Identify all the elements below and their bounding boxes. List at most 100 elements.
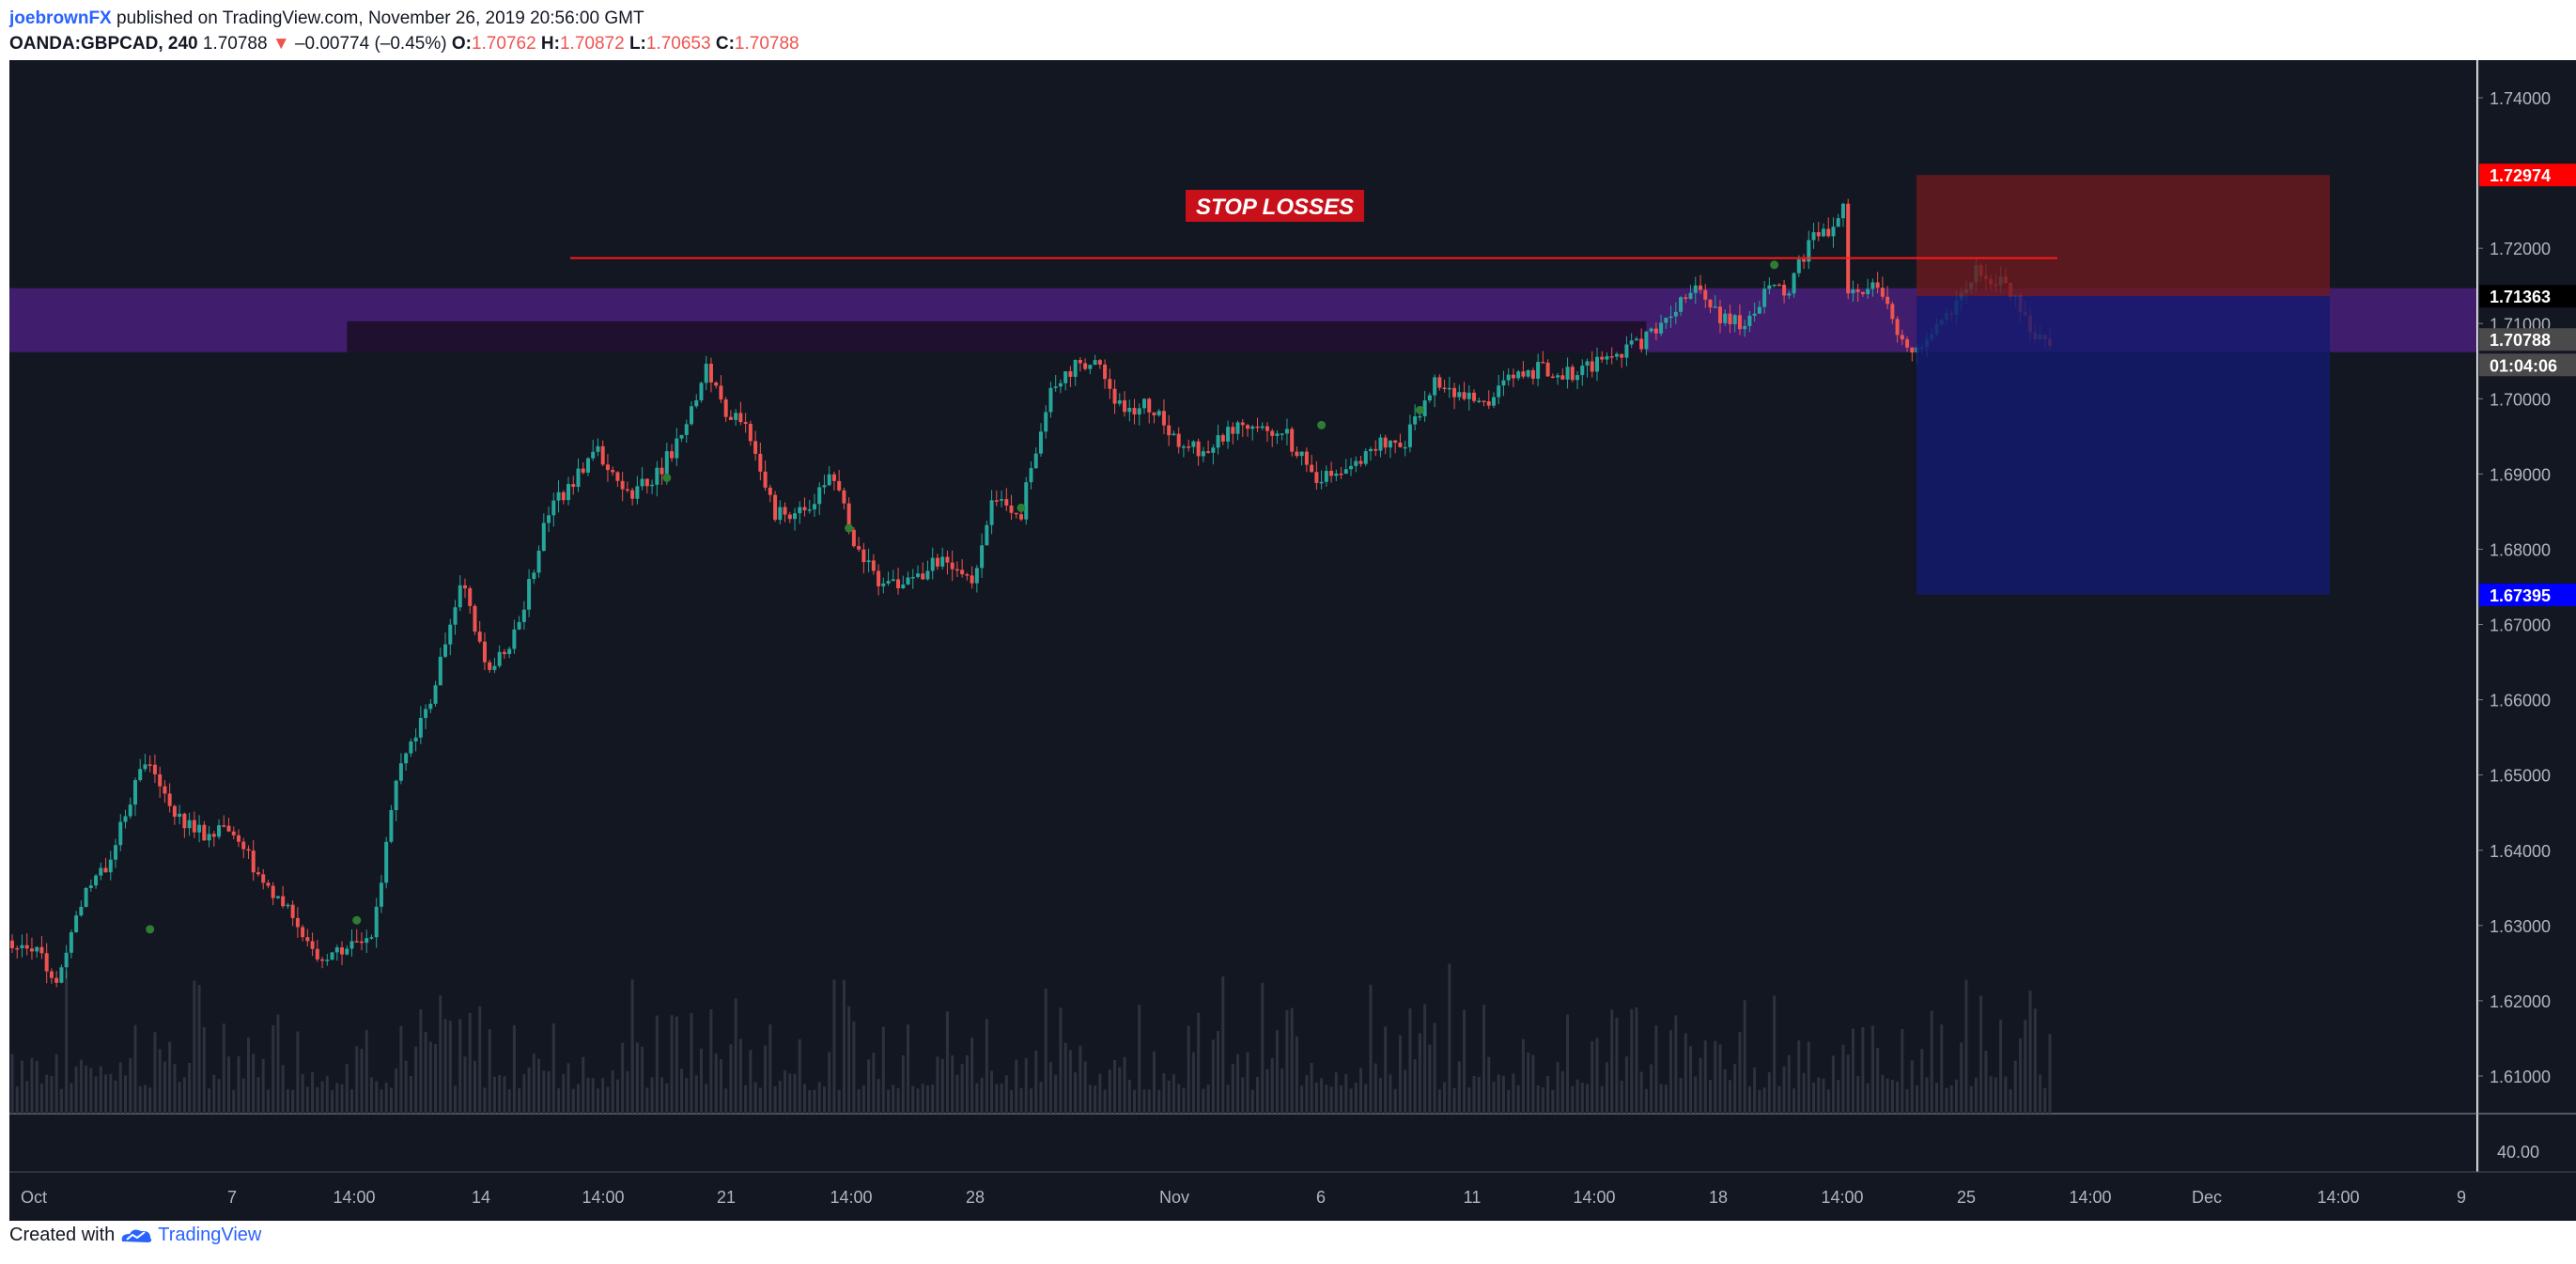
volume-bar xyxy=(1979,995,1983,1114)
volume-bar xyxy=(138,1085,142,1114)
volume-bar xyxy=(94,1076,98,1114)
candle-body xyxy=(1246,425,1250,429)
candle-body xyxy=(970,575,974,584)
volume-bar xyxy=(1226,1085,1230,1114)
volume-bar xyxy=(340,1084,344,1114)
candle-body xyxy=(404,753,409,764)
symbol-name[interactable]: OANDA:GBPCAD, 240 xyxy=(9,34,198,54)
price-label: 1.72974 xyxy=(2490,166,2551,185)
price-chart[interactable]: STOP LOSSES1.740001.720001.710001.700001… xyxy=(0,0,2576,1222)
volume-bar xyxy=(1802,1072,1806,1114)
candle-body xyxy=(20,944,24,949)
volume-bar xyxy=(369,1077,373,1114)
y-tick-label: 1.70000 xyxy=(2490,390,2551,409)
volume-bar xyxy=(1030,1088,1032,1114)
tradingview-logo-icon[interactable] xyxy=(118,1226,154,1245)
volume-bar xyxy=(1384,1026,1388,1114)
volume-bar xyxy=(709,1009,713,1114)
candle-body xyxy=(103,867,108,873)
candle-body xyxy=(497,651,502,666)
candle-body xyxy=(1176,433,1181,447)
volume-bar xyxy=(89,1068,93,1114)
volume-bar xyxy=(458,1019,462,1114)
candle-body xyxy=(1634,338,1638,341)
volume-bar xyxy=(109,1073,113,1114)
volume-bar xyxy=(1270,1057,1274,1114)
volume-bar xyxy=(222,1023,225,1114)
candle-body xyxy=(1585,361,1590,367)
volume-bar xyxy=(1703,1040,1707,1114)
candle-body xyxy=(398,763,403,781)
candle-body xyxy=(1093,360,1097,366)
candle-body xyxy=(1349,465,1354,470)
volume-bar xyxy=(995,1084,999,1114)
volume-bar xyxy=(301,1073,304,1114)
candle-body xyxy=(1063,371,1068,383)
candle-body xyxy=(1541,362,1545,364)
volume-bar xyxy=(1477,1076,1481,1114)
signal-dot xyxy=(352,915,362,925)
volume-bar xyxy=(566,1063,570,1114)
volume-bar xyxy=(1152,1051,1156,1114)
volume-bar xyxy=(1054,1074,1058,1114)
candle-body xyxy=(143,764,147,770)
volume-bar xyxy=(1448,963,1451,1114)
volume-bar xyxy=(1241,1077,1245,1114)
volume-bar xyxy=(788,1073,792,1114)
price-label-box xyxy=(2479,285,2576,308)
candle-body xyxy=(345,948,349,955)
volume-bar xyxy=(1812,1082,1816,1114)
candle-body xyxy=(547,515,551,523)
price-label: 1.71363 xyxy=(2490,288,2551,306)
volume-bar xyxy=(1699,1057,1702,1114)
volume-bar xyxy=(2009,1089,2012,1114)
volume-bar xyxy=(1762,1087,1766,1114)
volume-bar xyxy=(847,1006,851,1114)
candle-body xyxy=(163,786,167,794)
candle-body xyxy=(556,492,561,501)
volume-bar xyxy=(173,1064,177,1114)
volume-bar xyxy=(911,1085,915,1114)
volume-bar xyxy=(813,1089,816,1114)
volume-bar xyxy=(1039,1082,1043,1114)
volume-bar xyxy=(670,1015,674,1114)
candle-body xyxy=(1123,399,1127,413)
candle-body xyxy=(1044,412,1048,432)
signal-dot xyxy=(146,925,155,934)
volume-bar xyxy=(1418,1033,1421,1114)
candle-body xyxy=(1732,315,1737,325)
candle-body xyxy=(1437,377,1442,388)
volume-bar xyxy=(272,1024,275,1114)
candle-body xyxy=(596,445,600,452)
volume-bar xyxy=(114,1080,117,1114)
candle-body xyxy=(1895,319,1900,336)
volume-bar xyxy=(729,1044,733,1114)
volume-bar xyxy=(965,1054,969,1114)
candle-body xyxy=(207,834,211,841)
candle-body xyxy=(861,549,866,563)
candle-body xyxy=(108,859,113,873)
candle-body xyxy=(1526,369,1530,377)
volume-bar xyxy=(129,1058,132,1114)
candle-body xyxy=(1664,318,1668,323)
volume-bar xyxy=(1837,1080,1840,1114)
volume-bar xyxy=(118,1062,122,1114)
volume-bar xyxy=(1261,982,1265,1114)
candle-body xyxy=(182,813,187,829)
candle-body xyxy=(443,644,448,657)
volume-bar xyxy=(1177,1084,1181,1114)
volume-bar xyxy=(1123,1056,1126,1114)
author-link[interactable]: joebrownFX xyxy=(9,8,112,28)
volume-bar xyxy=(454,1085,458,1114)
tradingview-brand[interactable]: TradingView xyxy=(158,1225,262,1245)
volume-bar xyxy=(2039,1074,2042,1114)
candle-body xyxy=(1201,451,1205,457)
candle-body xyxy=(211,834,216,837)
volume-bar xyxy=(1714,1040,1717,1114)
candle-body xyxy=(1743,325,1747,330)
candle-body xyxy=(79,906,84,916)
volume-bar xyxy=(1211,1039,1215,1114)
candle-body xyxy=(1058,382,1063,387)
volume-bar xyxy=(1059,1007,1063,1114)
candle-body xyxy=(1314,472,1319,483)
